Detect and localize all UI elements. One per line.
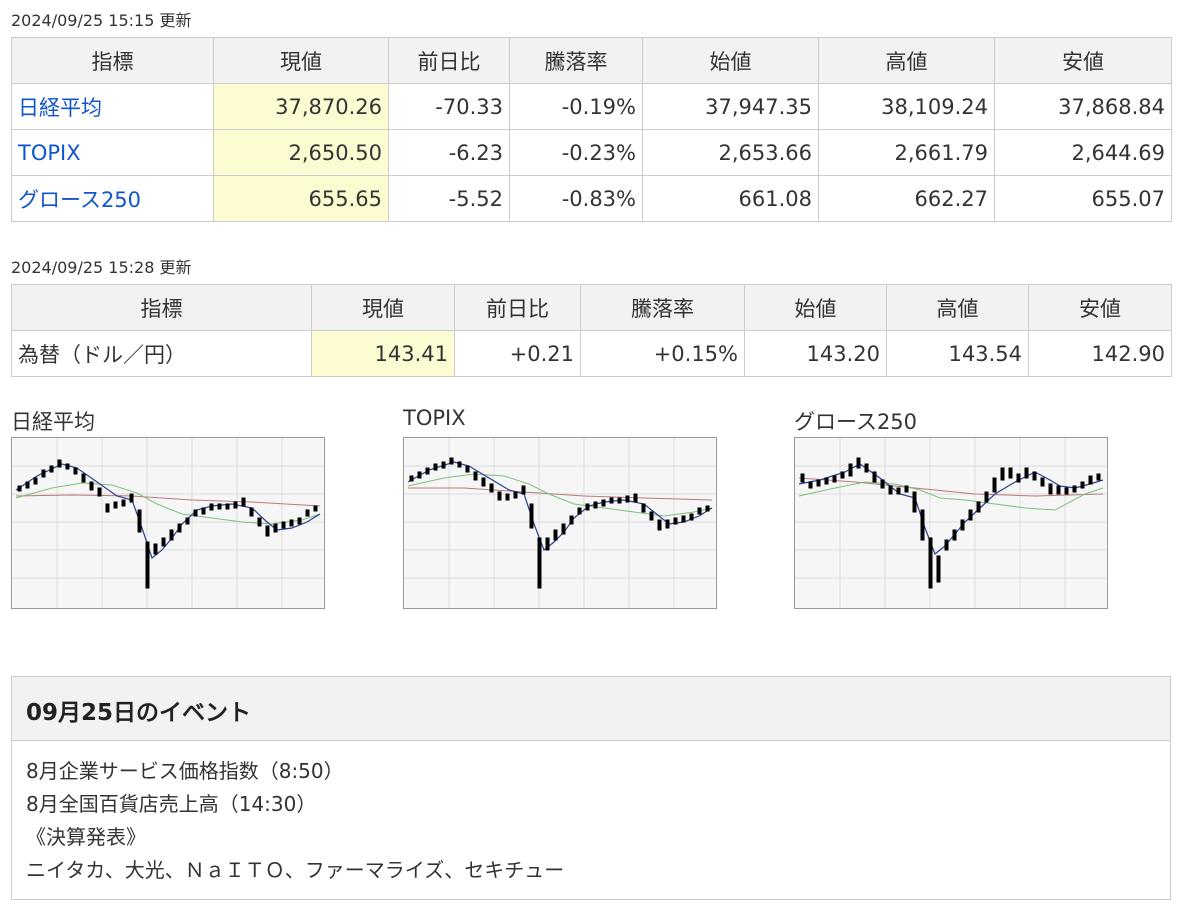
chart-svg [404, 438, 716, 608]
low-value: 2,644.69 [994, 129, 1172, 176]
open-value: 661.08 [642, 175, 819, 222]
events-list: 8月企業サービス価格指数（8:50） 8月全国百貨店売上高（14:30） 《決算… [12, 741, 1170, 887]
col-header-open: 始値 [744, 284, 887, 331]
current-value: 143.41 [311, 330, 455, 377]
rate-value: -0.23% [509, 129, 643, 176]
current-value: 37,870.26 [213, 83, 389, 130]
change-value: -5.52 [388, 175, 510, 222]
table-row: 日経平均 37,870.26 -70.33 -0.19% 37,947.35 3… [11, 83, 1172, 130]
current-value: 2,650.50 [213, 129, 389, 176]
chart-title-topix: TOPIX [403, 406, 466, 430]
col-header-low: 安値 [994, 37, 1172, 84]
index-quote-table: 指標 現値 前日比 騰落率 始値 高値 安値 日経平均 37,870.26 -7… [11, 37, 1172, 222]
low-value: 655.07 [994, 175, 1172, 222]
col-header-rate: 騰落率 [509, 37, 643, 84]
table-row: TOPIX 2,650.50 -6.23 -0.23% 2,653.66 2,6… [11, 129, 1172, 176]
rate-value: -0.83% [509, 175, 643, 222]
chart-topix[interactable] [403, 437, 717, 609]
table-row: グロース250 655.65 -5.52 -0.83% 661.08 662.2… [11, 175, 1172, 222]
col-header-indicator: 指標 [11, 284, 312, 331]
table-header-row: 指標 現値 前日比 騰落率 始値 高値 安値 [11, 284, 1172, 331]
change-value: -6.23 [388, 129, 510, 176]
index-link-topix[interactable]: TOPIX [18, 140, 81, 165]
chart-growth250[interactable] [794, 437, 1108, 609]
low-value: 37,868.84 [994, 83, 1172, 130]
event-item: ニイタカ、大光、ＮａＩＴＯ、ファーマライズ、セキチュー [26, 858, 565, 882]
rate-value: -0.19% [509, 83, 643, 130]
chart-title-growth250: グロース250 [794, 410, 918, 434]
col-header-open: 始値 [642, 37, 819, 84]
chart-nikkei[interactable] [11, 437, 325, 609]
high-value: 2,661.79 [818, 129, 995, 176]
high-value: 143.54 [886, 330, 1029, 377]
change-value: +0.21 [454, 330, 581, 377]
table-row: 為替（ドル／円） 143.41 +0.21 +0.15% 143.20 143.… [11, 330, 1172, 377]
index-link-nikkei[interactable]: 日経平均 [18, 95, 102, 120]
table-header-row: 指標 現値 前日比 騰落率 始値 高値 安値 [11, 37, 1172, 84]
current-value: 655.65 [213, 175, 389, 222]
update-timestamp-fx: 2024/09/25 15:28 更新 [11, 258, 192, 277]
events-title: 09月25日のイベント [12, 677, 1170, 741]
col-header-change: 前日比 [454, 284, 581, 331]
col-header-low: 安値 [1028, 284, 1172, 331]
open-value: 143.20 [744, 330, 887, 377]
event-item: 8月企業サービス価格指数（8:50） [26, 759, 344, 783]
open-value: 37,947.35 [642, 83, 819, 130]
low-value: 142.90 [1028, 330, 1172, 377]
fx-name: 為替（ドル／円） [11, 330, 312, 377]
chart-svg [795, 438, 1107, 608]
col-header-change: 前日比 [388, 37, 510, 84]
chart-svg [12, 438, 324, 608]
col-header-high: 高値 [818, 37, 995, 84]
events-panel: 09月25日のイベント 8月企業サービス価格指数（8:50） 8月全国百貨店売上… [11, 676, 1171, 900]
col-header-rate: 騰落率 [580, 284, 745, 331]
event-item: 《決算発表》 [26, 825, 146, 849]
high-value: 38,109.24 [818, 83, 995, 130]
index-link-growth250[interactable]: グロース250 [18, 187, 142, 212]
high-value: 662.27 [818, 175, 995, 222]
rate-value: +0.15% [580, 330, 745, 377]
chart-title-nikkei: 日経平均 [11, 410, 95, 434]
update-timestamp-indices: 2024/09/25 15:15 更新 [11, 11, 192, 30]
col-header-current: 現値 [311, 284, 455, 331]
col-header-indicator: 指標 [11, 37, 214, 84]
fx-quote-table: 指標 現値 前日比 騰落率 始値 高値 安値 為替（ドル／円） 143.41 +… [11, 284, 1172, 377]
col-header-current: 現値 [213, 37, 389, 84]
event-item: 8月全国百貨店売上高（14:30） [26, 792, 317, 816]
open-value: 2,653.66 [642, 129, 819, 176]
change-value: -70.33 [388, 83, 510, 130]
col-header-high: 高値 [886, 284, 1029, 331]
